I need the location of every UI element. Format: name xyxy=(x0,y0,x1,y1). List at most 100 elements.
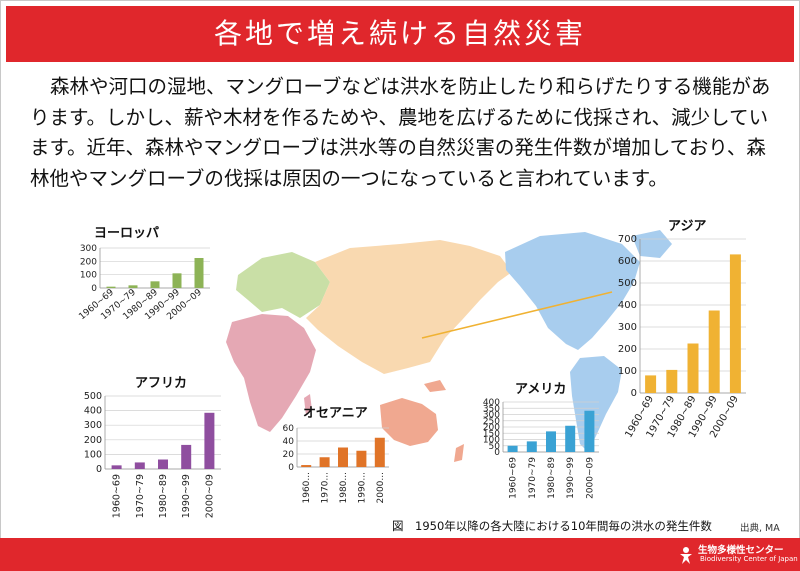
y-tick-label: 0 xyxy=(494,448,500,458)
chart-bar xyxy=(319,457,330,467)
body-line: 林他やマングローブの伐採は原因の一つになっていると言われています。 xyxy=(30,166,668,190)
x-tick-label: 1990... xyxy=(357,472,367,504)
chart-title: アメリカ xyxy=(515,382,567,397)
chart-bar xyxy=(666,369,678,393)
y-tick-label: 600 xyxy=(618,256,637,267)
world-map xyxy=(226,230,672,462)
chart-title: オセアニア xyxy=(303,406,368,421)
chart-bar xyxy=(204,412,215,469)
chart-americas: アメリカ 0 50 100 150 200 250 300 350 400 1960~69 1970… xyxy=(475,382,605,513)
chart-bar xyxy=(526,441,537,452)
y-tick-label: 250 xyxy=(483,417,500,427)
x-tick-label: 1990~99 xyxy=(181,474,192,518)
chart-bar xyxy=(729,254,741,393)
y-tick-label: 350 xyxy=(483,404,500,414)
x-tick-label: 1980~89 xyxy=(547,457,557,499)
chart-bar xyxy=(708,310,720,393)
asia-callout-line xyxy=(421,291,613,339)
x-tick-label: 1970... xyxy=(321,472,331,504)
y-tick-label: 0 xyxy=(288,463,294,473)
chart-title: アフリカ xyxy=(135,376,188,391)
chart-bar xyxy=(565,425,576,452)
map-islands xyxy=(424,380,464,462)
map-oceania xyxy=(380,398,438,446)
org-subtitle: Biodiversity Center of Japan xyxy=(700,555,798,563)
chart-bar xyxy=(172,273,182,288)
y-tick-label: 100 xyxy=(618,366,637,377)
chart-bar xyxy=(338,447,348,467)
y-tick-label: 400 xyxy=(483,398,500,408)
chart-asia: アジア 0 100 200 300 400 500 600 700 1960~69 1970~79… xyxy=(600,219,750,440)
chart-bar xyxy=(181,444,192,469)
x-tick-label: 1960~69 xyxy=(509,457,519,499)
chart-bar xyxy=(158,459,168,469)
y-tick-label: 40 xyxy=(283,437,295,447)
y-tick-label: 500 xyxy=(84,391,102,402)
x-tick-label: 1970~79 xyxy=(528,457,538,499)
chart-bar xyxy=(584,410,595,452)
chart-bar xyxy=(546,431,556,452)
chart-title: アジア xyxy=(668,219,707,234)
chart-bar xyxy=(301,465,312,467)
footer-bar xyxy=(0,538,800,571)
y-tick-label: 100 xyxy=(80,271,97,281)
x-tick-label: 1960... xyxy=(302,472,312,504)
chart-title: ヨーロッパ xyxy=(94,226,160,241)
y-tick-label: 0 xyxy=(96,464,102,475)
y-tick-label: 500 xyxy=(618,278,637,289)
map-asia xyxy=(306,240,512,374)
map-greenland xyxy=(632,230,672,258)
y-tick-label: 50 xyxy=(489,442,501,452)
y-tick-label: 200 xyxy=(618,344,637,355)
y-tick-label: 300 xyxy=(84,420,102,431)
y-tick-label: 200 xyxy=(84,435,102,446)
chart-bar xyxy=(150,281,160,288)
chart-bar xyxy=(134,462,145,469)
y-tick-label: 700 xyxy=(618,234,637,245)
map-north-america xyxy=(505,232,640,350)
chart-oceania: オセアニア 0 20 40 60 1960... 1970... 1980... 1990..… xyxy=(275,406,395,517)
title-bar: 各地で増え続ける自然災害 xyxy=(6,6,794,62)
chart-bar xyxy=(194,258,204,288)
x-tick-label: 1980... xyxy=(339,472,349,504)
body-line: ります。しかし、薪や木材を作るためや、農地を広げるために伐採され、減少してい xyxy=(30,105,769,129)
y-tick-label: 300 xyxy=(483,411,500,421)
x-tick-label: 1970~79 xyxy=(135,474,146,518)
slide-title: 各地で増え続ける自然災害 xyxy=(213,17,586,50)
x-tick-label: 1960~69 xyxy=(112,474,123,518)
chart-bar xyxy=(687,343,699,393)
map-madagascar xyxy=(304,394,312,416)
chart-bar xyxy=(645,375,657,393)
x-tick-label: 1990~99 xyxy=(566,457,576,499)
figure-caption: 図 1950年以降の各大陸における10年間毎の洪水の発生件数 xyxy=(392,519,712,533)
x-tick-label: 2000... xyxy=(376,472,386,504)
chart-bar xyxy=(106,286,116,288)
chart-africa: アフリカ 0 100 200 300 400 500 1960~69 1970~79 1980~… xyxy=(75,376,225,518)
body-paragraph: 森林や河口の湿地、マングローブなどは洪水を防止したり和らげたりする機能があ りま… xyxy=(30,72,770,194)
y-tick-label: 100 xyxy=(483,436,500,446)
y-tick-label: 200 xyxy=(80,257,97,267)
org-logo-icon xyxy=(680,547,692,564)
y-tick-label: 300 xyxy=(618,322,637,333)
x-tick-label: 2000~09 xyxy=(585,457,595,499)
y-tick-label: 150 xyxy=(483,429,500,439)
body-line: ます。近年、森林やマングローブは洪水等の自然災害の発生件数が増加しており、森 xyxy=(30,136,766,159)
chart-bar xyxy=(374,437,385,467)
body-line: 森林や河口の湿地、マングローブなどは洪水を防止したり和らげたりする機能があ xyxy=(50,75,771,98)
x-tick-label: 2000~09 xyxy=(204,474,215,518)
y-tick-label: 200 xyxy=(483,423,500,433)
y-tick-label: 400 xyxy=(618,300,637,311)
map-south-america xyxy=(570,356,622,452)
y-tick-label: 100 xyxy=(84,449,102,460)
y-tick-label: 0 xyxy=(91,284,97,294)
y-tick-label: 400 xyxy=(84,406,102,417)
y-tick-label: 20 xyxy=(283,450,295,460)
source-note: 出典, MA xyxy=(740,523,780,534)
map-africa xyxy=(226,314,316,432)
chart-bar xyxy=(128,285,138,288)
chart-bar xyxy=(111,465,122,469)
y-tick-label: 300 xyxy=(80,244,97,254)
chart-europe: ヨーロッパ 0 100 200 300 1960~69 1970~79 1980~89 199… xyxy=(77,226,218,338)
y-tick-label: 0 xyxy=(631,388,637,399)
chart-bar xyxy=(507,445,518,452)
